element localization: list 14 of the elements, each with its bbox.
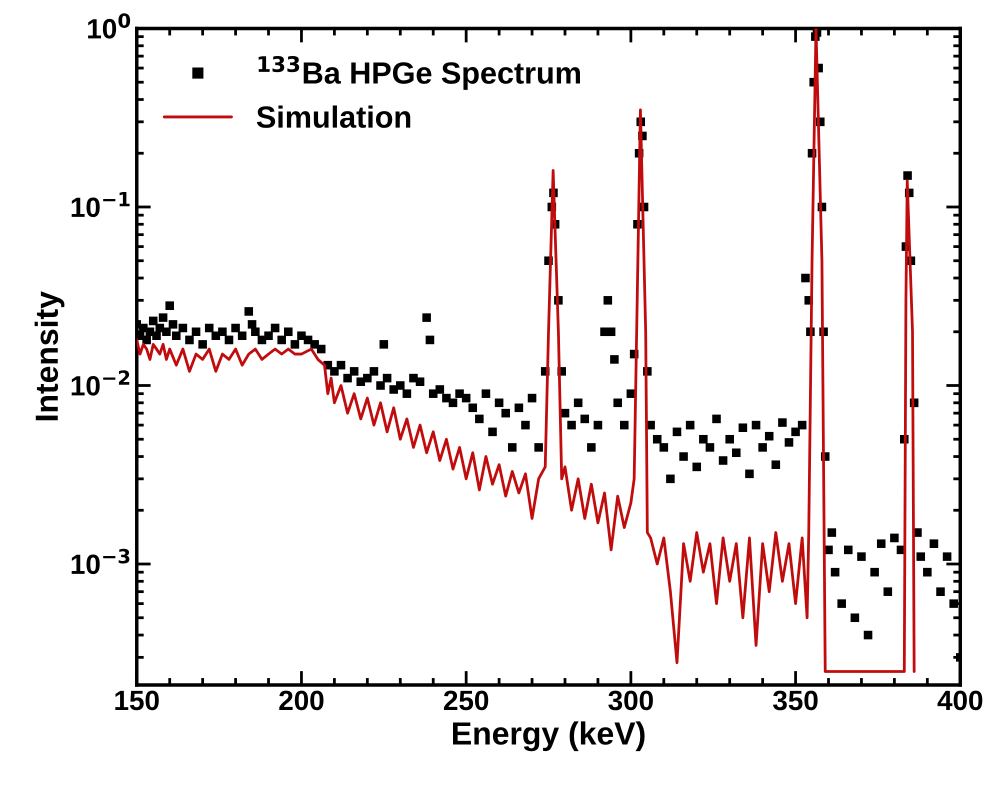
y-tick-label: 10$^{−1}$	[72, 192, 130, 218]
y-axis-title: Intensity	[34, 291, 64, 420]
legend-label: Simulation	[256, 105, 410, 128]
x-tick-label: 250	[444, 690, 488, 710]
x-tick-label: 350	[773, 690, 818, 710]
x-tick-label: 300	[608, 690, 653, 710]
x-tick-label: 200	[279, 690, 324, 710]
y-tick-label: 10$^{0}$	[88, 13, 130, 39]
y-tick-label: 10$^{−2}$	[72, 370, 130, 396]
x-axis-title: Energy (keV)	[453, 721, 645, 752]
x-tick-label: 150	[115, 690, 159, 710]
y-tick-label: 10$^{−3}$	[72, 548, 130, 574]
x-tick-label: 400	[938, 690, 982, 710]
legend-label: $^{133}$Ba HPGe Spectrum	[258, 56, 580, 90]
